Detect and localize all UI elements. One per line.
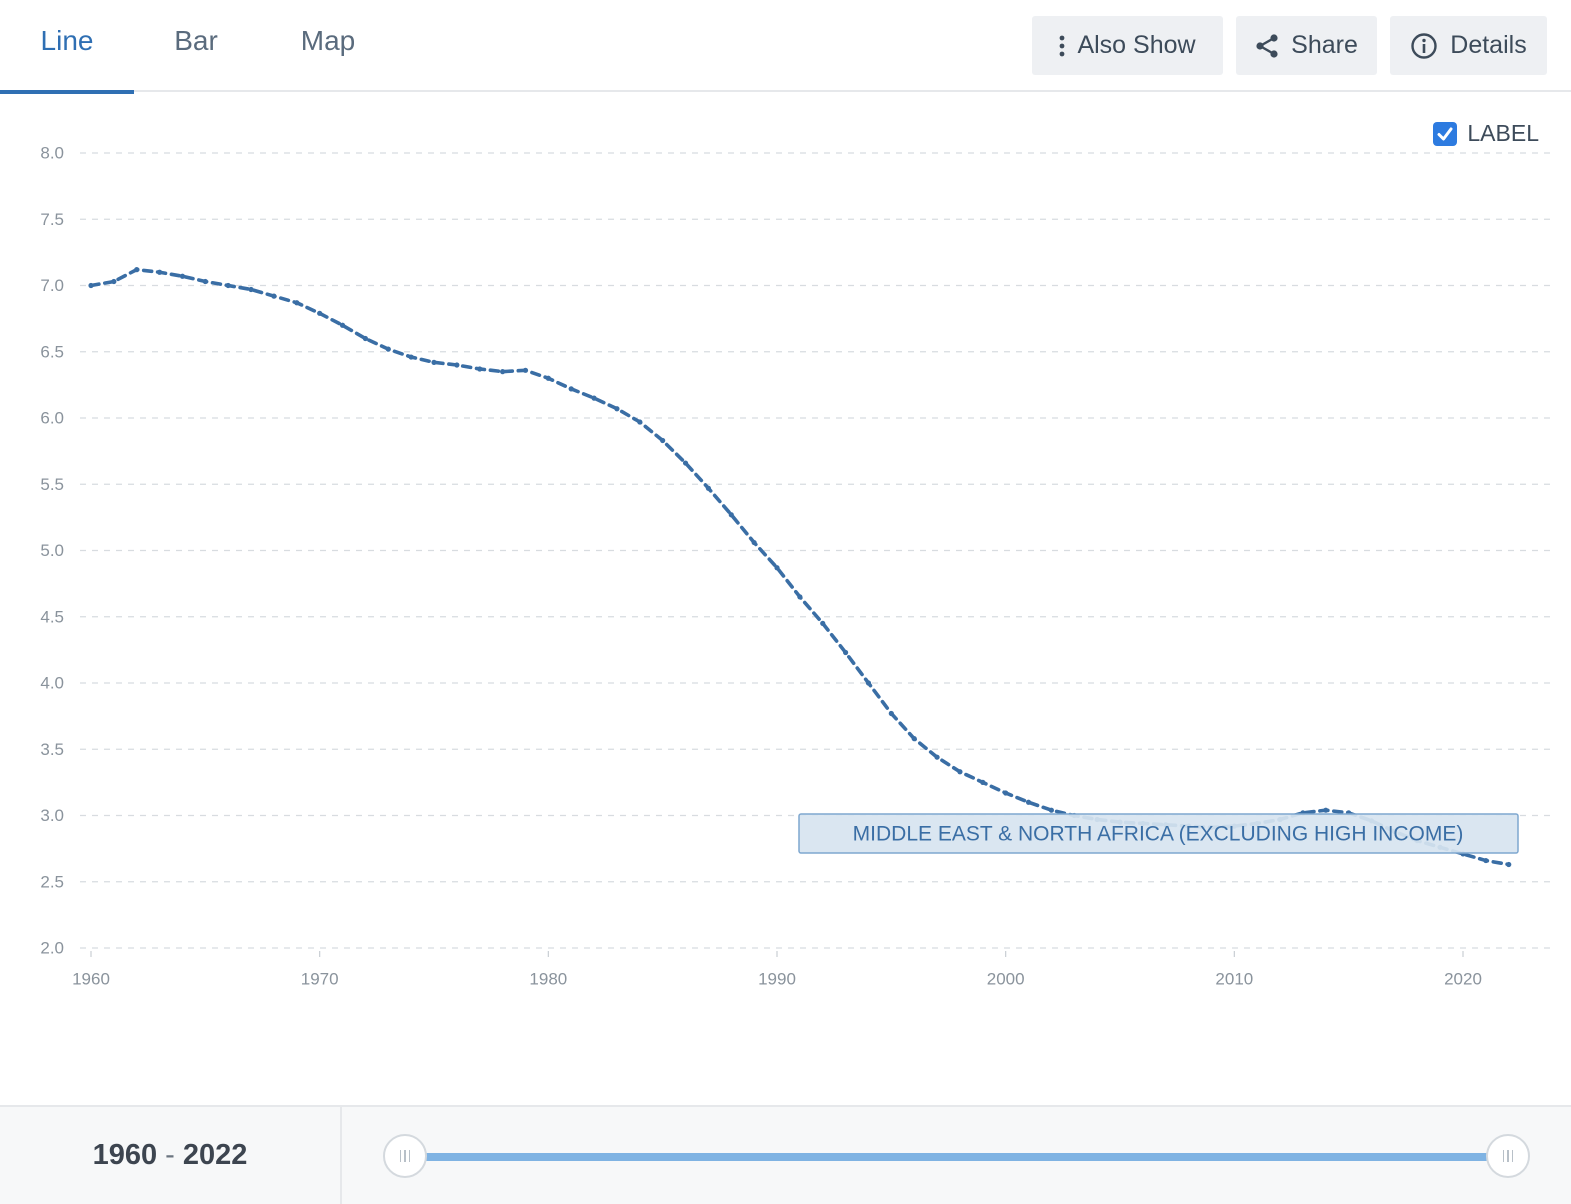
data-point	[1003, 790, 1009, 796]
data-point	[934, 754, 940, 760]
data-point	[408, 354, 414, 360]
data-point	[865, 680, 872, 686]
data-point	[1506, 861, 1512, 868]
x-tick-label: 2020	[1444, 970, 1482, 989]
top-toolbar: Line Bar Map Also Show Share Details	[0, 0, 1571, 94]
label-toggle-text: LABEL	[1467, 120, 1539, 146]
data-point	[88, 282, 94, 289]
data-point	[134, 267, 140, 273]
data-point	[225, 282, 231, 289]
tab-map[interactable]: Map	[300, 25, 356, 56]
data-point	[751, 539, 757, 546]
data-point	[797, 594, 803, 600]
range-start: 1960	[92, 1139, 158, 1171]
x-tick-label: 2010	[1215, 970, 1253, 989]
y-tick-label: 7.0	[40, 276, 64, 295]
data-point	[888, 710, 894, 717]
data-point	[431, 359, 437, 365]
data-point	[271, 293, 277, 299]
data-point	[339, 322, 346, 328]
data-point	[591, 395, 597, 401]
share-button[interactable]: Share	[1236, 16, 1377, 75]
data-point	[1025, 799, 1032, 805]
data-point	[179, 273, 186, 279]
data-point	[522, 367, 529, 373]
data-point	[385, 346, 391, 352]
x-tick-label: 1960	[72, 970, 110, 989]
range-separator: -	[165, 1139, 175, 1171]
series-label: MIDDLE EAST & NORTH AFRICA (EXCLUDING HI…	[798, 813, 1519, 854]
y-tick-label: 2.0	[40, 939, 64, 958]
data-point	[294, 300, 300, 306]
y-tick-label: 2.5	[40, 872, 64, 891]
range-slider-end-handle[interactable]	[1486, 1134, 1530, 1178]
share-icon	[1255, 33, 1279, 59]
range-end: 2022	[182, 1139, 248, 1171]
data-point	[454, 362, 460, 368]
share-label: Share	[1291, 31, 1358, 59]
y-tick-label: 3.5	[40, 740, 64, 759]
y-tick-label: 3.0	[40, 806, 64, 825]
data-point	[1048, 807, 1054, 813]
data-point	[157, 269, 163, 275]
data-point	[477, 366, 483, 372]
data-point	[248, 286, 254, 293]
data-point	[957, 769, 963, 775]
tab-line[interactable]: Line	[0, 0, 134, 94]
range-slider-start-handle[interactable]	[383, 1134, 427, 1178]
details-button[interactable]: Details	[1390, 16, 1547, 75]
data-point	[568, 386, 574, 392]
data-point	[500, 369, 506, 375]
data-point	[1323, 807, 1329, 813]
y-tick-label: 5.0	[40, 541, 64, 560]
data-point	[980, 779, 986, 785]
series-label-box	[798, 813, 1519, 854]
data-point	[820, 620, 826, 626]
y-tick-label: 6.0	[40, 409, 64, 428]
time-range-footer: 1960 - 2022	[0, 1105, 1571, 1204]
series-line	[89, 267, 1511, 867]
x-tick-label: 1970	[301, 970, 339, 989]
tab-bar[interactable]: Bar	[174, 25, 218, 56]
data-point	[705, 485, 712, 491]
x-axis: 1960 1970 1980 1990 2000 2010 2020	[72, 951, 1482, 989]
y-tick-label: 8.0	[40, 144, 64, 163]
data-point	[111, 278, 117, 285]
x-tick-label: 1990	[758, 970, 796, 989]
data-point	[843, 649, 849, 656]
range-label: 1960 - 2022	[0, 1107, 342, 1204]
data-point	[317, 310, 323, 316]
checkbox-checked-icon[interactable]	[1433, 121, 1458, 146]
y-tick-label: 4.0	[40, 674, 64, 693]
y-tick-label: 4.5	[40, 607, 64, 626]
data-point	[1483, 857, 1489, 864]
line-chart: 2.02.53.03.54.04.55.05.56.06.57.07.58.0 …	[40, 144, 1550, 989]
range-slider-track[interactable]	[405, 1153, 1508, 1161]
data-point	[728, 512, 734, 518]
y-axis: 2.0 2.5 3.0 3.5 4.0 4.5 5.0 5.5 6.0 6.5 7.0 7.5 8.0	[40, 144, 64, 958]
x-tick-label: 2000	[987, 970, 1025, 989]
series-label-text: MIDDLE EAST & NORTH AFRICA (EXCLUDING HI…	[853, 823, 1464, 846]
y-tick-label: 5.5	[40, 475, 64, 494]
data-point	[637, 419, 643, 425]
info-icon	[1410, 32, 1438, 60]
x-tick-label: 1980	[529, 970, 567, 989]
more-vertical-icon	[1059, 35, 1065, 57]
data-point	[774, 565, 780, 571]
data-point	[682, 460, 689, 466]
label-toggle[interactable]: LABEL	[1433, 120, 1539, 147]
data-point	[660, 437, 666, 444]
series	[88, 267, 1512, 868]
details-label: Details	[1450, 31, 1527, 59]
y-tick-label: 7.5	[40, 210, 64, 229]
y-tick-label: 6.5	[40, 342, 64, 361]
also-show-label: Also Show	[1077, 31, 1196, 59]
data-point	[911, 736, 917, 742]
also-show-button[interactable]: Also Show	[1032, 16, 1223, 75]
data-point	[362, 335, 368, 342]
grid	[80, 152, 1550, 949]
data-point	[545, 375, 551, 381]
data-point	[614, 406, 620, 412]
data-point	[202, 278, 208, 285]
